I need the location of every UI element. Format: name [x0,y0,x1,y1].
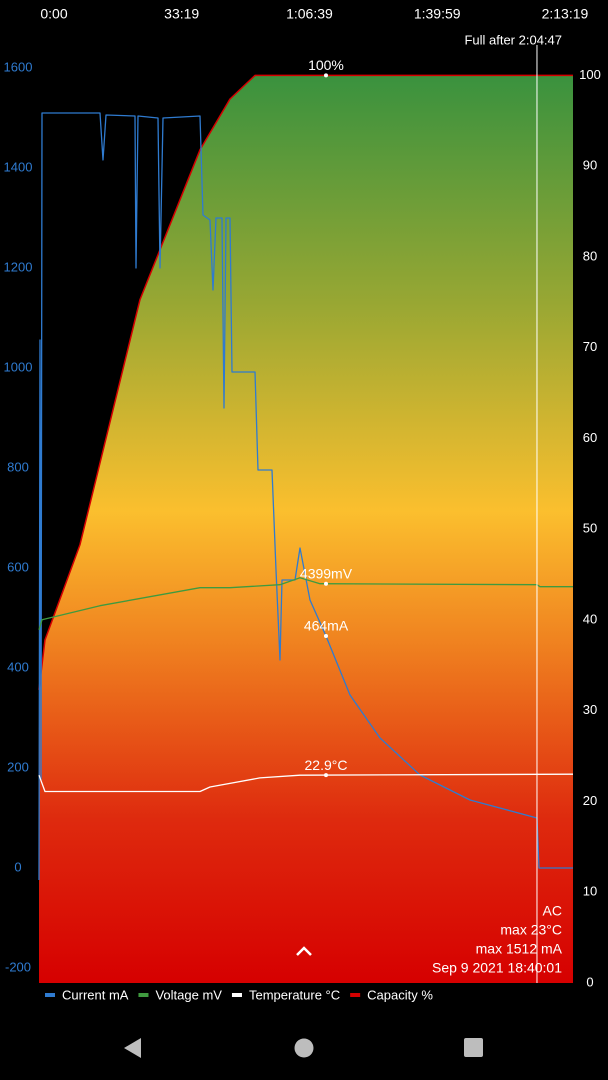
y2-tick-label: 80 [583,248,597,263]
annotation-label: 4399mV [300,565,353,581]
y2-tick-label: 70 [583,339,597,354]
y-tick-label: 400 [7,659,29,674]
y-tick-label: 0 [14,859,21,874]
series-line [38,74,573,690]
plot-area [38,74,574,983]
y2-tick-label: 30 [583,702,597,717]
legend-label: Capacity % [367,987,433,1002]
y-tick-label: 1600 [4,59,33,74]
annotation-dot [323,581,328,586]
x-tick-label: 0:00 [40,6,67,22]
info-text: max 23°C [500,922,562,938]
y2-tick-label: 60 [583,430,597,445]
x-tick-label: 1:06:39 [286,6,333,22]
overlay: 100% 4399mV 464mA 22.9°C AC max 23°C max 1512 … [300,45,563,983]
legend-label: Voltage mV [155,987,222,1002]
y2-tick-label: 20 [583,793,597,808]
x-tick-label: 2:13:19 [542,6,589,22]
y-tick-label: 1000 [4,359,33,374]
info-text: max 1512 mA [476,941,563,957]
legend-swatch [231,993,242,997]
y-tick-label: 600 [7,559,29,574]
legend-label: Current mA [62,987,129,1002]
annotation-dot [323,634,328,638]
nav-home[interactable] [294,1038,314,1058]
cursor-label: Full after 2:04:47 [464,32,562,47]
y2-tick-label: 90 [583,158,597,173]
annotation-label: 22.9°C [305,757,348,773]
y2-tick-label: 40 [583,611,597,626]
legend-swatch [138,993,149,997]
series-line [38,773,574,793]
info-text: Sep 9 2021 18:40:01 [432,960,562,976]
legend-swatch [350,993,361,997]
annotation-dot [323,73,328,78]
x-tick-label: 1:39:59 [414,6,461,22]
y2-tick-label: 10 [583,884,597,899]
legend-label: Temperature °C [249,987,340,1002]
nav-recents[interactable] [464,1038,483,1057]
series-line [38,112,573,881]
annotation-label: 100% [308,57,344,73]
y2-tick-label: 50 [583,521,597,536]
y-tick-label: 200 [7,759,29,774]
y2-tick-label: 100 [579,67,601,82]
y-tick-label: -200 [5,959,31,974]
y-tick-label: 1400 [4,159,33,174]
annotation-dot [323,773,328,778]
collapse-chevron[interactable] [296,946,312,956]
annotation-label: 464mA [304,618,349,634]
legend-swatch [45,993,55,997]
x-tick-label: 33:19 [164,6,199,22]
y-tick-label: 1200 [4,259,33,274]
y-tick-label: 800 [7,459,29,474]
nav-back[interactable] [124,1038,141,1058]
y2-tick-label: 0 [586,974,593,989]
info-text: AC [543,903,562,919]
capacity-area [39,75,573,983]
series-line [38,577,573,630]
